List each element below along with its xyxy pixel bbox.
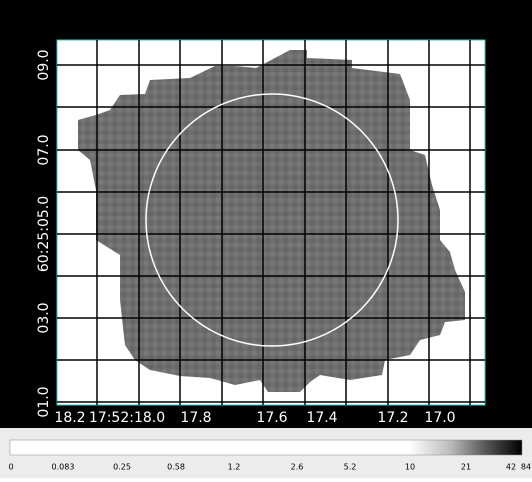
y-axis-label: 60:25:05.0 [36,196,52,272]
colorbar-label: 0 [8,463,13,472]
y-axis-label: 07.0 [36,134,52,165]
colorbar-label: 0.58 [167,463,185,472]
sky-image [78,50,465,392]
colorbar-label: 5.2 [344,463,357,472]
colorbar-label: 84 [521,463,531,472]
x-axis-label: 17.2 [377,410,408,426]
y-axis-label: 09.0 [36,49,52,80]
x-axis-label: 17.4 [306,410,337,426]
x-axis-label: 18.2 [54,410,85,426]
colorbar-label: 0.083 [52,463,75,472]
x-axis-label: 17:52:18.0 [89,410,165,426]
colorbar-label: 10 [405,463,415,472]
x-axis-label: 17.0 [424,410,455,426]
x-axis-label: 17.6 [256,410,287,426]
grid [57,40,485,405]
colorbar-label: 1.2 [228,463,241,472]
region-circle [145,93,399,347]
y-axis-label: 01.0 [36,386,52,417]
colorbar-label: 21 [461,463,471,472]
colorbar-label: 0.25 [113,463,131,472]
colorbar-label: 42 [506,463,516,472]
y-axis-label: 03.0 [36,302,52,333]
x-axis-label: 17.8 [180,410,211,426]
colorbar [9,439,523,456]
colorbar-label: 2.6 [291,463,304,472]
